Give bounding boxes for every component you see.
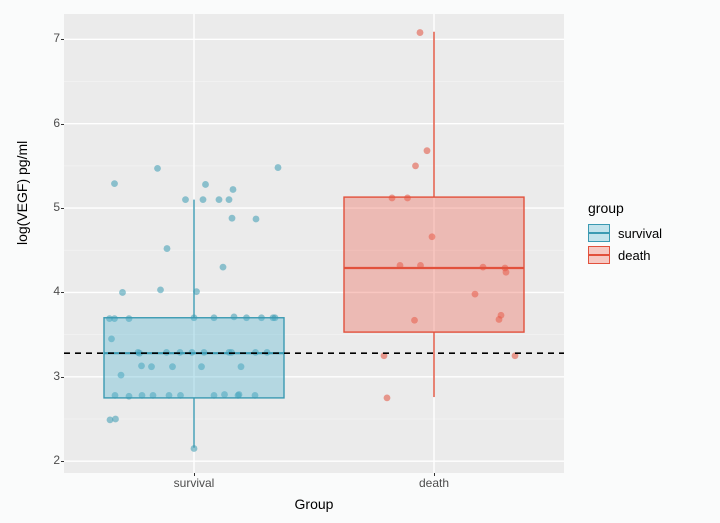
y-axis-title: log(VEGF) pg/ml	[14, 141, 30, 245]
y-tick-label: 7	[36, 31, 60, 45]
legend: group survival death	[588, 200, 662, 268]
x-tick-label: death	[419, 476, 449, 490]
y-tick-label: 5	[36, 200, 60, 214]
legend-title: group	[588, 200, 662, 216]
y-tick-label: 3	[36, 369, 60, 383]
plot-panel	[64, 14, 564, 473]
legend-item-survival: survival	[588, 224, 662, 242]
y-tick-label: 6	[36, 116, 60, 130]
x-tick-label: survival	[174, 476, 215, 490]
plot-svg	[64, 14, 564, 473]
legend-label: death	[618, 248, 651, 263]
x-axis-title: Group	[64, 496, 564, 512]
legend-label: survival	[618, 226, 662, 241]
y-tick-label: 2	[36, 453, 60, 467]
legend-swatch-survival	[588, 224, 610, 242]
legend-swatch-death	[588, 246, 610, 264]
legend-item-death: death	[588, 246, 662, 264]
y-tick-label: 4	[36, 284, 60, 298]
chart-frame: 2 3 4 5 6 7 survival death log(VEGF) pg/ml Gro…	[0, 0, 720, 523]
